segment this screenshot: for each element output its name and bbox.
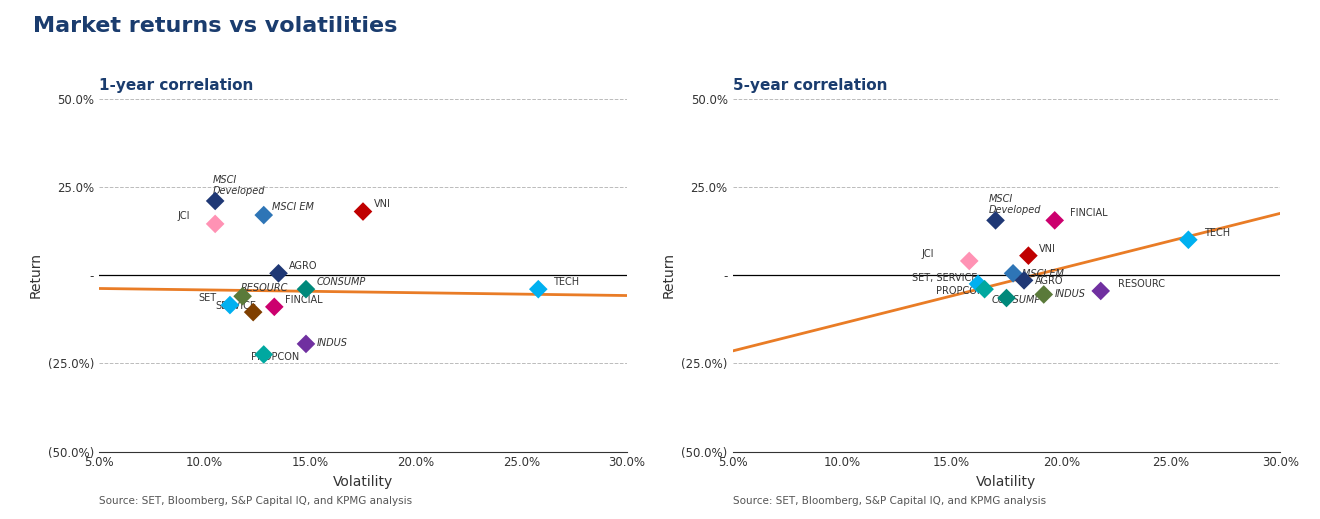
Text: MSCI EM: MSCI EM <box>1022 269 1064 279</box>
Point <box>243 308 264 316</box>
Point <box>1002 269 1023 278</box>
Text: JCI: JCI <box>921 249 933 259</box>
Text: CONSUMP: CONSUMP <box>991 295 1040 305</box>
Text: SET: SET <box>198 293 216 303</box>
Point <box>205 197 226 205</box>
Point <box>352 208 374 216</box>
Point <box>268 269 289 278</box>
Y-axis label: Return: Return <box>661 252 676 298</box>
Text: TECH: TECH <box>1204 228 1230 238</box>
Point <box>1018 252 1039 260</box>
Point <box>528 285 549 293</box>
Text: FINCIAL: FINCIAL <box>285 295 322 305</box>
Point <box>995 294 1016 302</box>
Text: FINCIAL: FINCIAL <box>1071 208 1107 218</box>
Text: AGRO: AGRO <box>289 261 318 271</box>
Text: TECH: TECH <box>553 278 579 288</box>
Text: INDUS: INDUS <box>1055 289 1086 299</box>
Text: JCI: JCI <box>177 211 190 221</box>
Point <box>985 216 1006 225</box>
Text: 5-year correlation: 5-year correlation <box>733 78 887 93</box>
Text: CONSUMP: CONSUMP <box>317 278 366 288</box>
Point <box>1090 287 1111 295</box>
Point <box>232 292 253 301</box>
Text: RESOURC: RESOURC <box>1118 279 1166 289</box>
Text: PROPCON: PROPCON <box>251 352 300 362</box>
Point <box>296 340 317 348</box>
Text: SERVICE: SERVICE <box>215 301 256 311</box>
Point <box>253 211 275 219</box>
Point <box>1177 236 1199 244</box>
Text: Source: SET, Bloomberg, S&P Capital IQ, and KPMG analysis: Source: SET, Bloomberg, S&P Capital IQ, … <box>99 496 412 506</box>
Point <box>974 285 995 293</box>
Text: MSCI
Developed: MSCI Developed <box>989 194 1041 215</box>
Point <box>296 285 317 293</box>
Y-axis label: Return: Return <box>28 252 42 298</box>
Text: Market returns vs volatilities: Market returns vs volatilities <box>33 16 397 36</box>
Point <box>968 280 989 288</box>
Text: PROPCON: PROPCON <box>936 285 985 295</box>
Point <box>253 350 275 359</box>
Text: VNI: VNI <box>1039 243 1056 254</box>
Point <box>205 220 226 228</box>
Point <box>1014 276 1035 284</box>
Text: SET, SERVICE: SET, SERVICE <box>912 273 978 283</box>
Point <box>1034 290 1055 298</box>
Point <box>219 301 240 309</box>
X-axis label: Volatility: Volatility <box>977 475 1036 489</box>
Text: 1-year correlation: 1-year correlation <box>99 78 253 93</box>
Text: RESOURC: RESOURC <box>240 283 288 293</box>
X-axis label: Volatility: Volatility <box>333 475 393 489</box>
Text: INDUS: INDUS <box>317 338 347 348</box>
Text: MSCI
Developed: MSCI Developed <box>213 175 265 196</box>
Text: AGRO: AGRO <box>1035 276 1064 286</box>
Text: MSCI EM: MSCI EM <box>272 202 314 212</box>
Point <box>1044 216 1065 225</box>
Text: VNI: VNI <box>374 199 391 209</box>
Point <box>958 257 979 265</box>
Point <box>264 303 285 311</box>
Text: Source: SET, Bloomberg, S&P Capital IQ, and KPMG analysis: Source: SET, Bloomberg, S&P Capital IQ, … <box>733 496 1045 506</box>
